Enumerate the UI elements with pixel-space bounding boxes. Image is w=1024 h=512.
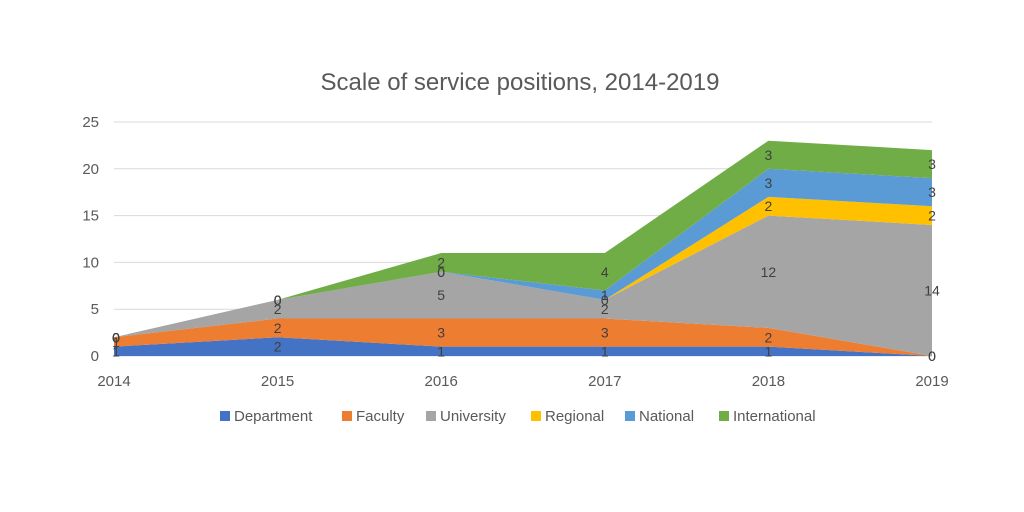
data-label-department: 1 [601, 343, 609, 359]
data-label-faculty: 0 [928, 348, 936, 364]
area-faculty [114, 318, 932, 356]
data-label-university: 12 [761, 264, 777, 280]
data-label-faculty: 3 [601, 325, 609, 341]
legend-swatch-university [426, 411, 436, 421]
data-label-department: 1 [437, 343, 445, 359]
data-label-department: 1 [765, 343, 773, 359]
area-series [114, 140, 932, 356]
legend-label-university: University [440, 408, 506, 425]
data-label-national: 0 [437, 264, 445, 280]
data-label-faculty: 2 [765, 329, 773, 345]
data-label-university: 0 [112, 329, 120, 345]
x-tick-label: 2016 [425, 373, 458, 390]
data-label-regional: 0 [112, 329, 120, 345]
data-label-university: 14 [924, 282, 940, 298]
y-tick-label: 5 [91, 301, 99, 318]
data-label-regional: 0 [274, 292, 282, 308]
legend-swatch-national [625, 411, 635, 421]
data-label-faculty: 1 [112, 334, 120, 350]
data-label-regional: 0 [601, 292, 609, 308]
x-tick-label: 2014 [97, 373, 130, 390]
data-label-international: 0 [112, 329, 120, 345]
x-tick-label: 2018 [752, 373, 785, 390]
data-label-university: 2 [274, 301, 282, 317]
legend-label-international: International [733, 408, 816, 425]
area-university [114, 215, 932, 356]
y-tick-label: 25 [82, 114, 99, 131]
data-label-department: 0 [928, 348, 936, 364]
x-tick-label: 2015 [261, 373, 294, 390]
data-label-university: 5 [437, 287, 445, 303]
y-tick-label: 15 [82, 208, 99, 225]
legend-label-regional: Regional [545, 408, 604, 425]
data-label-faculty: 2 [274, 320, 282, 336]
legend-swatch-faculty [342, 411, 352, 421]
x-axis-ticks: 2014 2015 2016 2017 2018 2019 [97, 373, 948, 390]
data-label-national: 0 [112, 329, 120, 345]
data-label-regional: 2 [765, 198, 773, 214]
x-tick-label: 2019 [915, 373, 948, 390]
x-tick-label: 2017 [588, 373, 621, 390]
legend-swatch-international [719, 411, 729, 421]
data-label-department: 2 [274, 339, 282, 355]
data-label-national: 0 [274, 292, 282, 308]
chart-title: Scale of service positions, 2014-2019 [321, 69, 720, 96]
data-label-national: 3 [928, 184, 936, 200]
area-national [114, 168, 932, 338]
legend: Department Faculty University Regional Natio… [220, 408, 816, 425]
data-label-international: 3 [928, 156, 936, 172]
data-label-international: 0 [274, 292, 282, 308]
data-label-university: 2 [601, 301, 609, 317]
legend-label-national: National [639, 408, 694, 425]
y-tick-label: 0 [91, 348, 99, 365]
data-label-department: 1 [112, 343, 120, 359]
legend-swatch-department [220, 411, 230, 421]
y-tick-label: 20 [82, 161, 99, 178]
area-international [114, 140, 932, 338]
data-label-international: 2 [437, 254, 445, 270]
data-label-national: 3 [765, 175, 773, 191]
data-label-regional: 2 [928, 208, 936, 224]
data-label-international: 3 [765, 147, 773, 163]
legend-label-department: Department [234, 408, 313, 425]
y-axis-ticks: 0 5 10 15 20 25 [82, 114, 99, 365]
data-label-faculty: 3 [437, 325, 445, 341]
data-label-regional: 0 [437, 264, 445, 280]
data-label-international: 4 [601, 264, 609, 280]
legend-swatch-regional [531, 411, 541, 421]
data-label-national: 1 [601, 287, 609, 303]
legend-label-faculty: Faculty [356, 408, 405, 425]
y-tick-label: 10 [82, 254, 99, 271]
area-regional [114, 196, 932, 338]
